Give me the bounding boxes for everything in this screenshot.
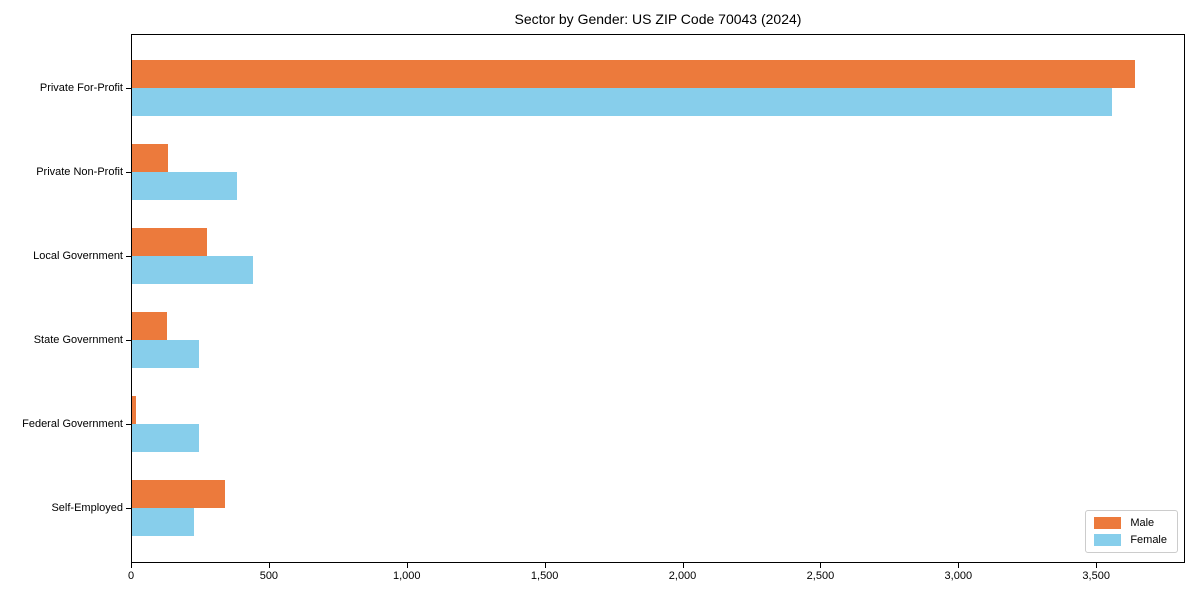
x-axis-tick [820,563,822,568]
legend-label-male: Male [1130,517,1155,529]
bar-male-private-for-profit [132,60,1135,88]
bar-female-private-non-profit [132,172,238,200]
legend-swatch-male [1094,517,1122,529]
bar-male-local-government [132,228,207,256]
y-axis-tick [126,256,131,257]
x-axis-tick [544,563,546,568]
x-axis-tick-label: 1,000 [393,570,421,582]
y-axis-category-label: Private For-Profit [39,82,123,94]
x-axis-tick [406,563,408,568]
x-axis-tick [682,563,684,568]
plot-area [131,34,1185,563]
x-axis-tick [958,563,960,568]
bar-female-state-government [132,340,200,368]
y-axis-tick [126,508,131,509]
x-axis-tick-label: 3,000 [944,570,973,582]
x-axis-tick-label: 2,500 [806,570,835,582]
y-axis-category-label: Self-Employed [51,502,123,514]
y-axis-category-label: Local Government [33,250,123,262]
legend-swatch-female [1094,534,1122,546]
y-axis-category-label: Federal Government [22,418,123,430]
x-axis-tick-label: 3,500 [1082,570,1110,582]
y-axis-tick [126,424,131,425]
bar-female-federal-government [132,424,200,452]
bar-male-federal-government [132,396,136,424]
legend: Male Female [1085,510,1178,553]
bar-female-self-employed [132,508,195,536]
y-axis-tick [126,172,131,173]
chart-title: Sector by Gender: US ZIP Code 70043 (202… [514,11,802,27]
x-axis-tick [268,563,270,568]
bar-female-local-government [132,256,253,284]
y-axis-category-label: Private Non-Profit [36,166,123,178]
bar-male-self-employed [132,480,226,508]
x-axis-tick [1096,563,1098,568]
legend-label-female: Female [1130,534,1167,546]
x-axis-tick [131,563,132,568]
x-axis-tick-label: 500 [259,570,279,582]
y-axis-tick [126,340,131,341]
y-axis-category-label: State Government [33,334,123,346]
x-axis-tick-label: 0 [127,570,135,582]
legend-item-male: Male [1094,517,1167,529]
x-axis-tick-label: 2,000 [668,570,697,582]
bar-male-private-non-profit [132,144,168,172]
bar-male-state-government [132,312,167,340]
bar-female-private-for-profit [132,88,1113,116]
legend-item-female: Female [1094,534,1167,546]
x-axis-tick-label: 1,500 [530,570,559,582]
y-axis-tick [126,88,131,89]
